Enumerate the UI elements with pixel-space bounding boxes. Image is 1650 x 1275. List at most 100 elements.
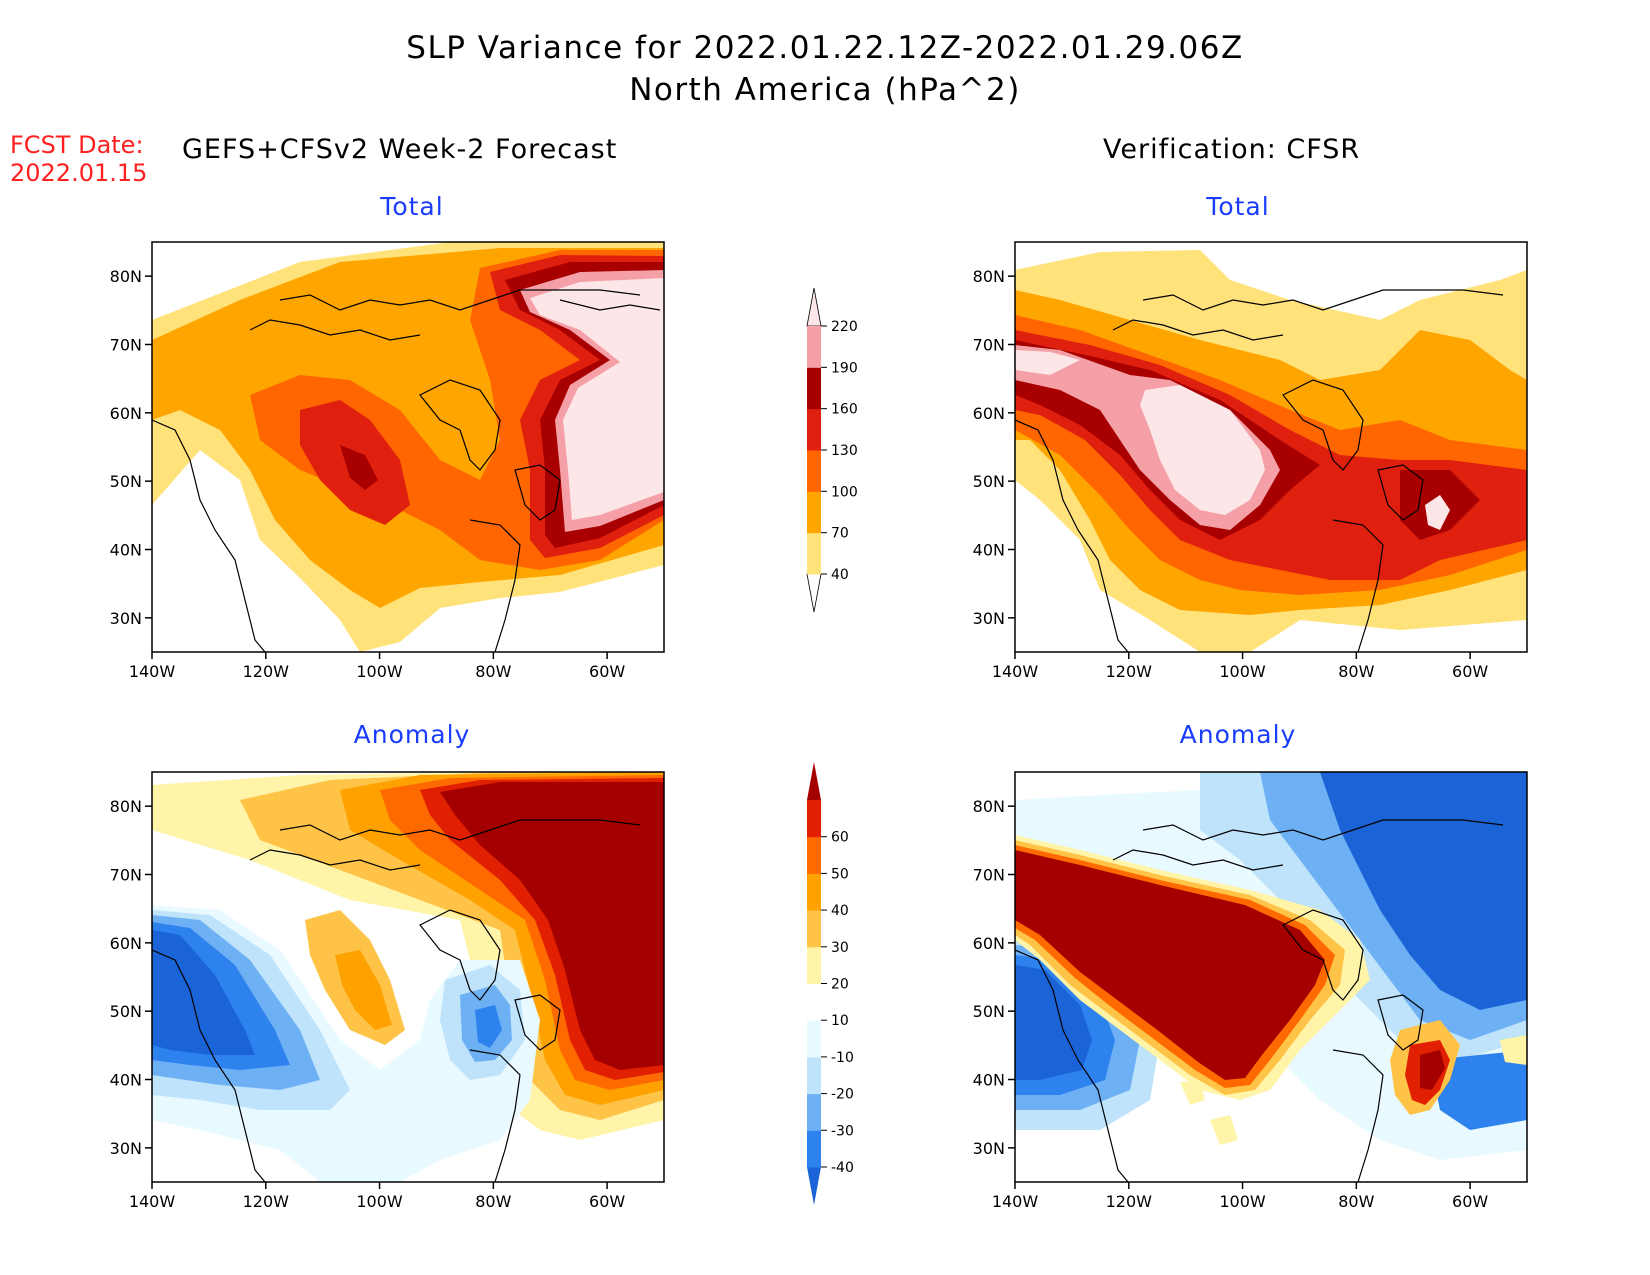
colorbar-label: 50 xyxy=(831,866,849,882)
coastlines xyxy=(152,289,1504,1182)
colorbar-total: 40 70 100 130 160 190 220 xyxy=(806,287,858,613)
lon-tick-label: 60W xyxy=(589,662,625,681)
lat-tick-label: 40N xyxy=(973,1071,1005,1090)
colorbar-arrow-bottom xyxy=(806,573,822,613)
fcst-date-value: 2022.01.15 xyxy=(10,159,148,187)
colorbar-label: 130 xyxy=(831,443,858,459)
colorbar-label: 220 xyxy=(831,319,858,335)
colorbar-label: 40 xyxy=(831,567,849,583)
colorbar-label: 20 xyxy=(831,977,849,993)
shade-30-40-pocket xyxy=(335,950,392,1030)
colorbar-label: 30 xyxy=(831,940,849,956)
colorbar-swatch xyxy=(807,367,821,410)
lon-tick-label: 100W xyxy=(1219,1192,1266,1211)
colorbar-label: 10 xyxy=(831,1013,849,1029)
colorbar-swatch xyxy=(807,408,821,451)
colorbar-label: -40 xyxy=(831,1160,854,1176)
colorbar-swatch xyxy=(807,1093,821,1131)
colorbar-label: 100 xyxy=(831,484,858,500)
colorbar-swatch xyxy=(807,326,821,368)
lat-tick-label: 30N xyxy=(110,1139,142,1158)
main-subtitle: North America (hPa^2) xyxy=(629,72,1021,108)
lat-tick-label: 50N xyxy=(973,472,1005,491)
shade-220-plus-east xyxy=(1425,495,1450,530)
map-frames xyxy=(151,241,1528,1183)
verification-column-title: Verification: CFSR xyxy=(1103,134,1361,165)
lat-tick-label: 70N xyxy=(973,336,1005,355)
lat-tick-label: 40N xyxy=(973,541,1005,560)
lon-tick-label: 80W xyxy=(475,662,511,681)
colorbar-label: 190 xyxy=(831,360,858,376)
lon-tick-label: 140W xyxy=(992,1192,1039,1211)
colorbar-swatch xyxy=(807,910,821,948)
colorbar-label: 40 xyxy=(831,903,849,919)
colorbar-swatch xyxy=(807,873,821,911)
fcst-date-label: FCST Date: xyxy=(10,131,144,159)
lat-tick-label: 60N xyxy=(110,934,142,953)
lon-tick-label: 120W xyxy=(243,1192,290,1211)
lat-tick-label: 70N xyxy=(110,336,142,355)
lat-tick-label: 50N xyxy=(110,1002,142,1021)
main-title: SLP Variance for 2022.01.22.12Z-2022.01.… xyxy=(406,30,1244,66)
map-forecast-anomaly xyxy=(152,772,664,1182)
colorbar-label: -30 xyxy=(831,1123,854,1139)
lon-tick-label: 60W xyxy=(589,1192,625,1211)
map-verification-total xyxy=(1015,242,1527,652)
lat-tick-label: 70N xyxy=(110,866,142,885)
colorbars: 40 70 100 130 160 190 220 -40 -30 -20 -10 10 20 30 40 5… xyxy=(806,287,858,1205)
colorbar-swatch xyxy=(807,836,821,874)
forecast-column-title: GEFS+CFSv2 Week-2 Forecast xyxy=(182,134,618,165)
lat-tick-label: 80N xyxy=(110,797,142,816)
lat-tick-label: 50N xyxy=(110,472,142,491)
colorbar-swatch xyxy=(807,946,821,984)
lat-tick-label: 70N xyxy=(973,866,1005,885)
colorbar-label: 160 xyxy=(831,402,858,418)
lon-tick-label: 80W xyxy=(1338,1192,1374,1211)
lat-tick-label: 60N xyxy=(110,404,142,423)
colorbar-anomaly: -40 -30 -20 -10 10 20 30 40 50 60 xyxy=(807,762,854,1205)
lat-tick-label: 30N xyxy=(110,609,142,628)
lon-tick-label: 140W xyxy=(129,1192,176,1211)
colorbar-swatch xyxy=(807,800,821,838)
lat-tick-label: 30N xyxy=(973,1139,1005,1158)
shade-pos-east-60 xyxy=(1420,1050,1445,1090)
lon-tick-label: 60W xyxy=(1452,1192,1488,1211)
map-axes: 140W 120W 100W 80W 60W 80N 70N 60N 50N 40N 30N 140W… xyxy=(110,267,1489,1211)
colorbar-arrow-bottom xyxy=(807,1167,821,1205)
colorbar-label: 60 xyxy=(831,830,849,846)
panel-title-verification-total: Total xyxy=(1206,192,1270,221)
lat-tick-label: 80N xyxy=(110,267,142,286)
lat-tick-label: 60N xyxy=(973,404,1005,423)
panel-title-verification-anomaly: Anomaly xyxy=(1179,720,1297,749)
colorbar-label: -10 xyxy=(831,1050,854,1066)
colorbar-label: 70 xyxy=(831,526,849,542)
shade-220-plus xyxy=(1015,350,1265,515)
lat-tick-label: 80N xyxy=(973,797,1005,816)
lat-tick-label: 40N xyxy=(110,541,142,560)
colorbar-label: -20 xyxy=(831,1087,854,1103)
lat-tick-label: 30N xyxy=(973,609,1005,628)
shade-neg-west-core xyxy=(1015,965,1092,1080)
colorbar-swatch xyxy=(807,1130,821,1168)
lon-tick-label: 140W xyxy=(129,662,176,681)
lon-tick-label: 100W xyxy=(1219,662,1266,681)
lat-tick-label: 40N xyxy=(110,1071,142,1090)
lat-tick-label: 60N xyxy=(973,934,1005,953)
shade-220-plus xyxy=(530,278,664,520)
lon-tick-label: 80W xyxy=(1338,662,1374,681)
colorbar-swatch xyxy=(807,1020,821,1058)
colorbar-swatch xyxy=(807,1056,821,1095)
lon-tick-label: 120W xyxy=(1106,1192,1153,1211)
shade-neg-ne xyxy=(1430,1050,1527,1130)
colorbar-swatch xyxy=(807,532,821,575)
panel-title-forecast-anomaly: Anomaly xyxy=(353,720,471,749)
colorbar-arrow-top xyxy=(806,287,822,327)
colorbar-swatch xyxy=(807,983,821,1021)
lon-tick-label: 80W xyxy=(475,1192,511,1211)
lon-tick-label: 60W xyxy=(1452,662,1488,681)
shade-60-plus xyxy=(440,782,664,1070)
map-verification-anomaly xyxy=(1015,772,1527,1182)
shade-160-190 xyxy=(340,445,378,490)
colorbar-swatch xyxy=(807,491,821,534)
